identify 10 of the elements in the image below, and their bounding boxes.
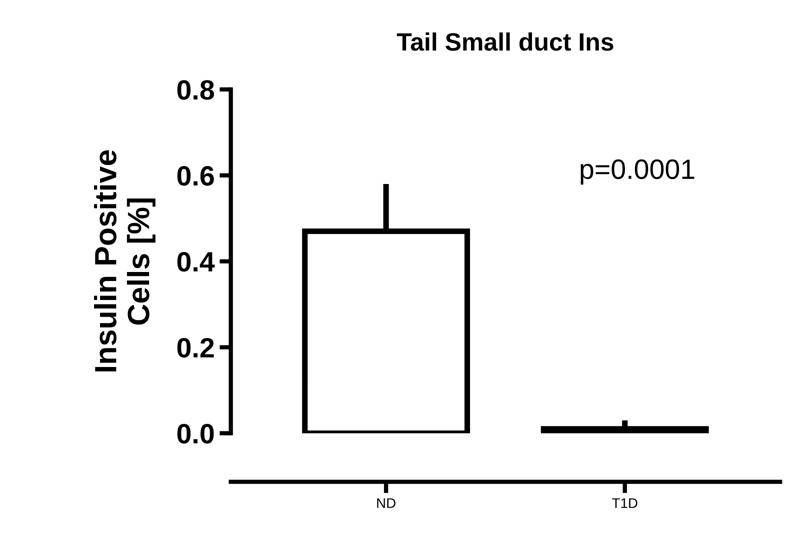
- y-tick-label: 0.2: [177, 338, 214, 358]
- x-tick-label: ND: [377, 498, 396, 508]
- y-tick-label: 0.4: [177, 252, 215, 272]
- x-tick-label: T1D: [612, 498, 638, 508]
- chart-title: Tail Small duct Ins: [396, 32, 614, 51]
- y-tick-label: 0.8: [177, 80, 214, 100]
- y-tick-label: 0.0: [177, 424, 214, 444]
- y-tick-label: 0.6: [177, 166, 214, 186]
- annotation: p=0.0001: [580, 159, 694, 185]
- y-axis-title: Insulin Positive Cells [%]: [94, 150, 156, 372]
